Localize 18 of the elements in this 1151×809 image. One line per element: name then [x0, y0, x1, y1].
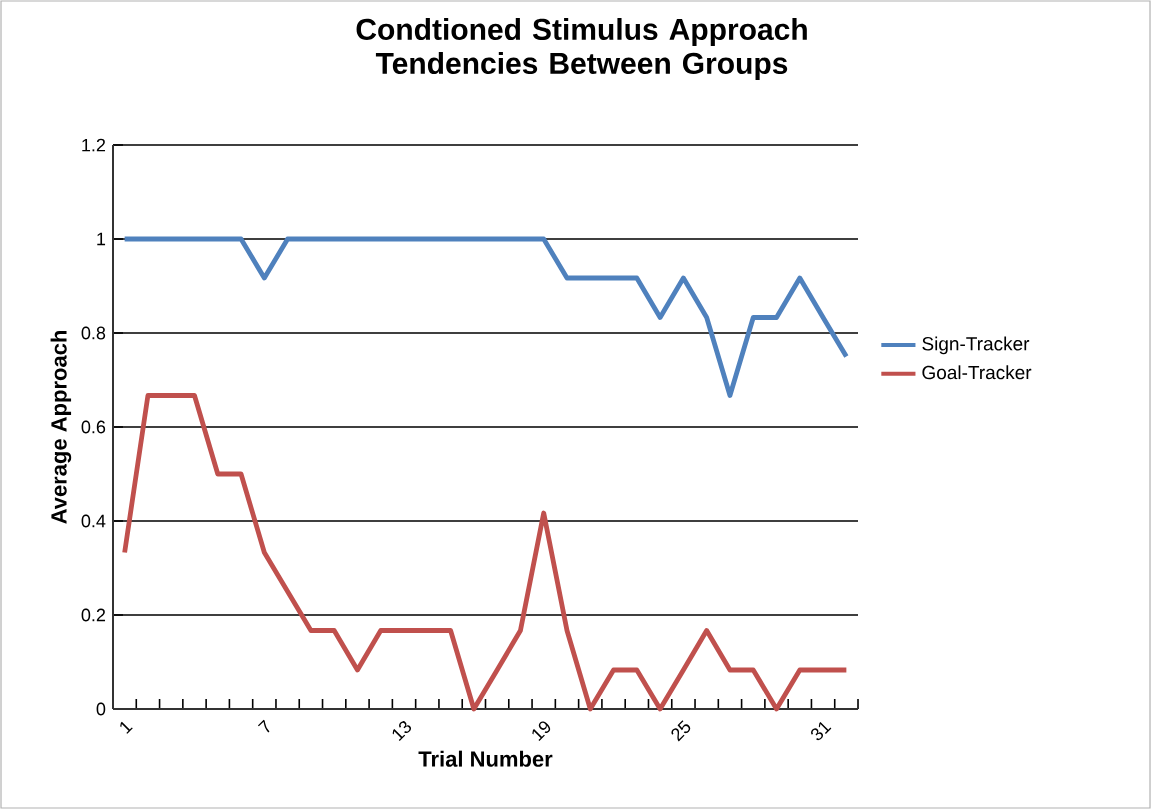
y-tick-label: 0.6 — [81, 420, 106, 434]
y-tick-label: 0 — [96, 702, 106, 716]
legend-label: Goal-Tracker — [922, 365, 1032, 380]
x-tick-label: 13 — [392, 721, 412, 742]
y-tick-label: 0.4 — [81, 514, 106, 528]
y-tick-label: 0.2 — [81, 608, 106, 622]
x-axis-title: Trial Number — [418, 750, 553, 767]
y-axis-title: Average Approach — [50, 331, 72, 524]
x-tick-label: 25 — [671, 720, 691, 742]
x-tick-label: 19 — [532, 721, 551, 742]
y-tick-label: 1 — [97, 232, 106, 246]
y-tick-label: 0.8 — [81, 326, 106, 340]
x-tick-label: 31 — [811, 721, 832, 741]
chart-title: Condtioned Stimulus Approach Tendencies Between Groups — [356, 18, 807, 80]
x-tick-label: 7 — [257, 719, 270, 733]
legend-label: Sign-Tracker — [922, 336, 1030, 355]
y-tick-label: 1.2 — [82, 138, 106, 152]
x-tick-label: 1 — [120, 721, 133, 734]
